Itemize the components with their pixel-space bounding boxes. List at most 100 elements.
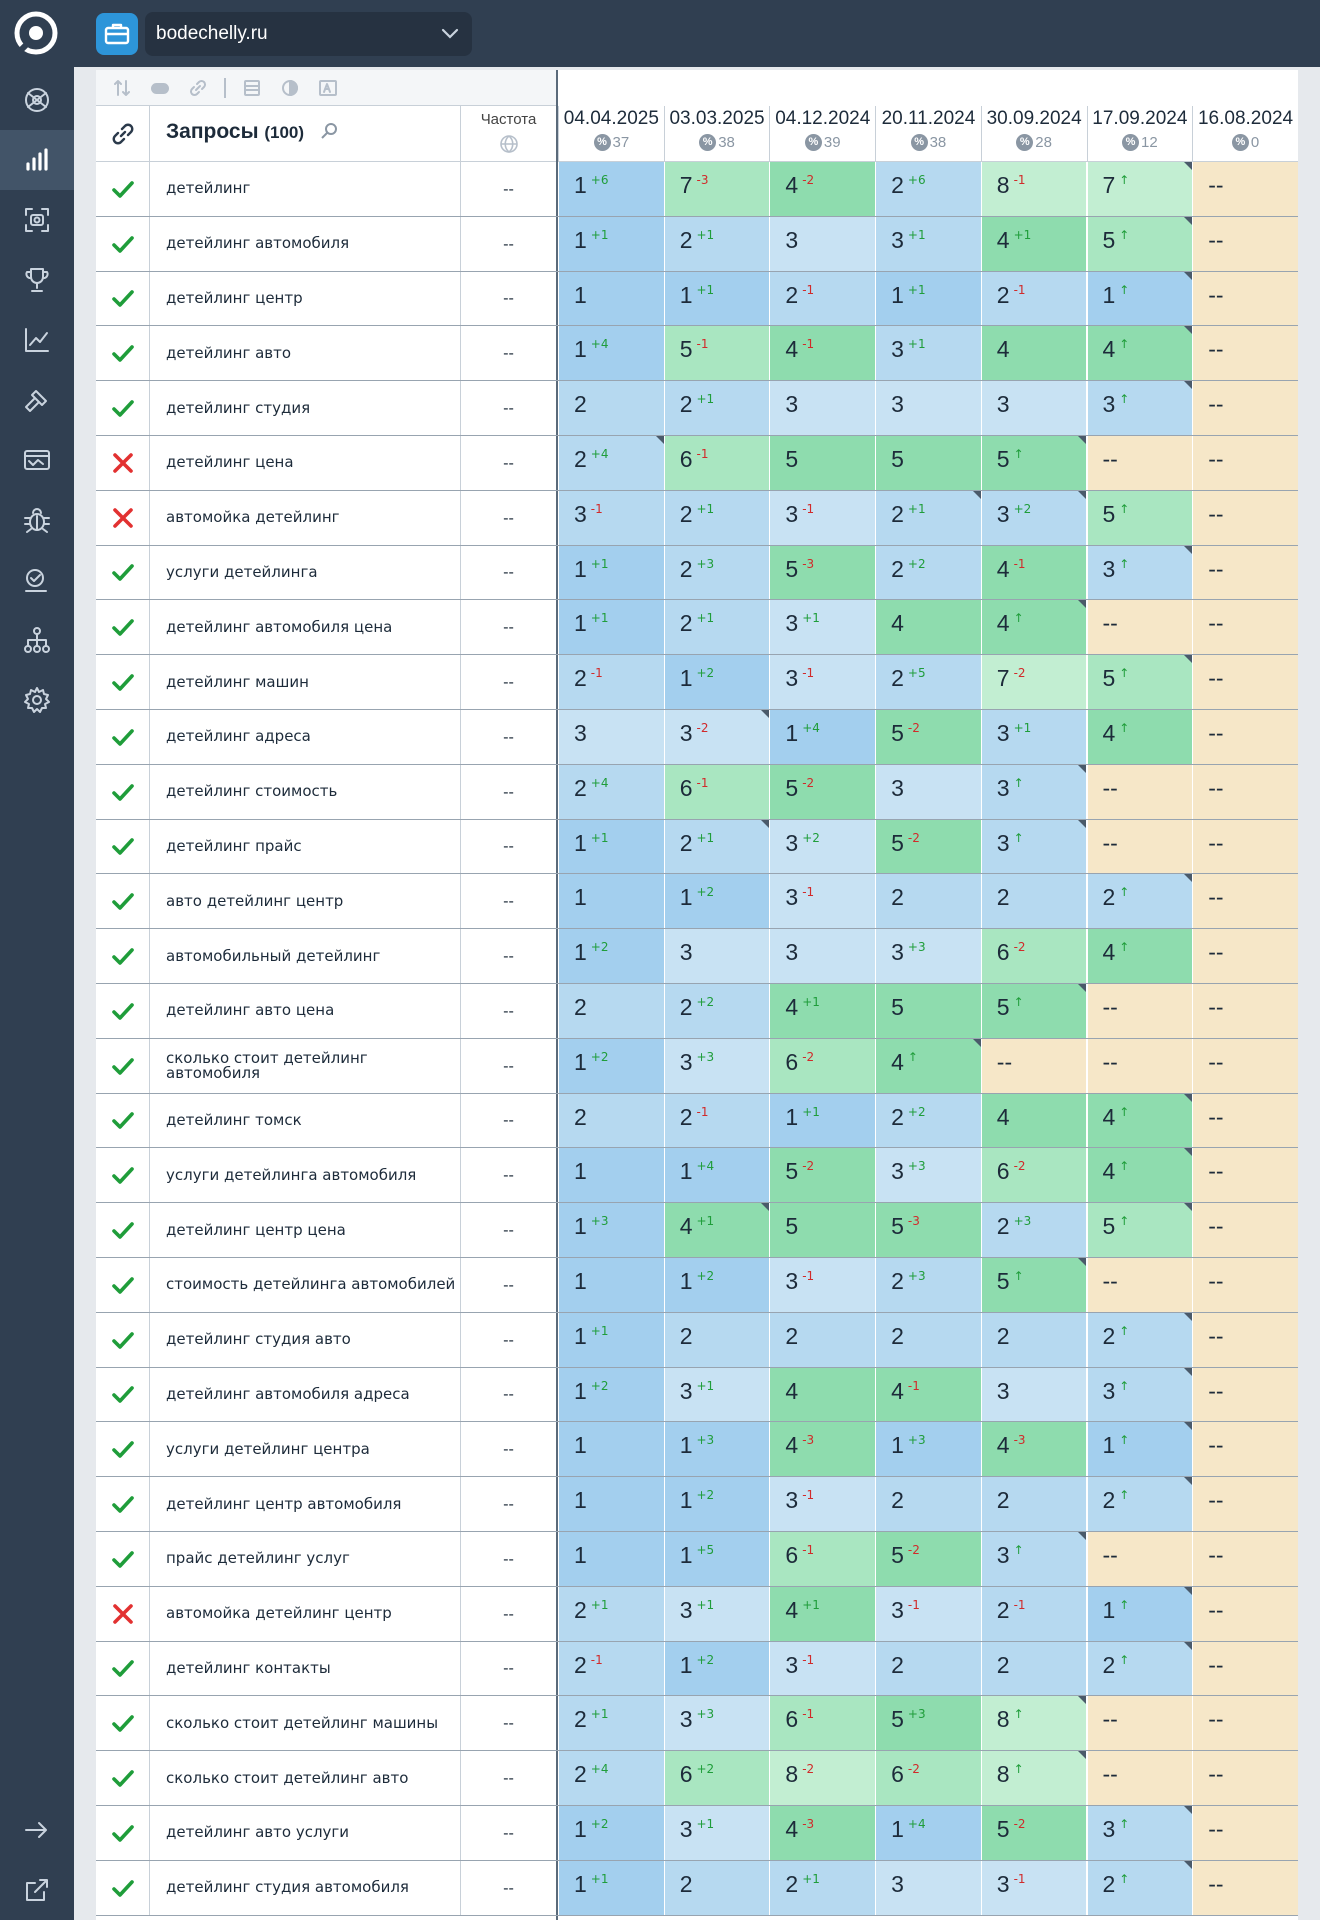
status-cell[interactable] [96, 1258, 150, 1312]
columns-icon[interactable] [240, 76, 264, 100]
status-cell[interactable] [96, 655, 150, 709]
external-link-icon[interactable] [0, 1860, 74, 1920]
position-cell[interactable]: -- [1192, 874, 1298, 929]
table-row[interactable]: прайс детейлинг услуг -- 1 1 +5 6 -1 5 -2 3 ↑ -- -- [96, 1532, 1298, 1587]
position-cell[interactable]: 6 -1 [663, 764, 770, 819]
position-cell[interactable]: 2 ↑ [1086, 1641, 1193, 1696]
position-cell[interactable]: 1 +3 [558, 1203, 664, 1257]
position-cell[interactable]: 5 ↑ [1086, 490, 1193, 545]
position-cell[interactable]: 4 -3 [769, 1806, 876, 1860]
position-cell[interactable]: 3 ↑ [1086, 545, 1193, 600]
keyword-cell[interactable]: детейлинг [166, 179, 251, 198]
table-row[interactable]: детейлинг томск -- 2 2 -1 1 +1 2 +2 4 4 ↑ -- [96, 1093, 1298, 1149]
date-column-header[interactable]: 16.08.2024% 0 [1192, 106, 1298, 162]
position-cell[interactable]: -- [1192, 1148, 1298, 1203]
position-cell[interactable]: 1 [558, 1532, 664, 1586]
project-selector[interactable]: bodechelly.ru [145, 12, 472, 56]
position-cell[interactable]: 1 +2 [663, 1477, 770, 1531]
position-cell[interactable]: 1 [558, 874, 664, 929]
position-cell[interactable]: -- [1192, 490, 1298, 545]
table-row[interactable]: детейлинг авто цена -- 2 2 +2 4 +1 5 5 ↑ -- -- [96, 984, 1298, 1039]
table-row[interactable]: детейлинг авто услуги -- 1 +2 3 +1 4 -3 1 +4 5 -2 3 ↑… [96, 1806, 1298, 1861]
positions-icon[interactable] [0, 130, 74, 190]
position-cell[interactable]: 2 +1 [769, 1860, 876, 1915]
keyword-cell[interactable]: детейлинг центр [166, 288, 303, 307]
position-cell[interactable]: 2 +2 [875, 1093, 981, 1148]
position-cell[interactable]: -- [1192, 1751, 1298, 1805]
position-cell[interactable]: 1 +1 [558, 216, 664, 271]
table-row[interactable]: детейлинг машин -- 2 -1 1 +2 3 -1 2 +5 7 -2 5 ↑ -- [96, 655, 1298, 710]
position-cell[interactable]: 3 -1 [558, 490, 664, 545]
status-cell[interactable] [96, 1477, 150, 1531]
position-cell[interactable]: 2 ↑ [1086, 1312, 1193, 1367]
position-cell[interactable]: 1 +5 [663, 1532, 770, 1586]
position-cell[interactable]: 2 +1 [663, 600, 770, 655]
position-cell[interactable]: 5 -3 [875, 1203, 981, 1257]
position-cell[interactable]: 5 -2 [875, 819, 981, 874]
keyword-cell[interactable]: детейлинг автомобиля цена [166, 617, 393, 636]
position-cell[interactable]: 4 ↑ [1086, 1093, 1193, 1148]
position-cell[interactable]: 3 ↑ [980, 819, 1087, 874]
position-cell[interactable]: -- [1192, 600, 1298, 655]
position-cell[interactable]: 7 ↑ [1086, 162, 1193, 216]
position-cell[interactable]: 1 ↑ [1086, 1422, 1193, 1477]
dashboard-icon[interactable] [0, 70, 74, 130]
keyword-cell[interactable]: детейлинг адреса [166, 727, 311, 746]
position-cell[interactable]: 2 +1 [558, 1586, 664, 1641]
table-row[interactable]: детейлинг контакты -- 2 -1 1 +2 3 -1 2 2 2 ↑ -- [96, 1641, 1298, 1697]
position-cell[interactable]: 2 +6 [875, 162, 981, 216]
position-cell[interactable]: 5 -1 [663, 326, 770, 381]
position-cell[interactable]: 1 +1 [558, 1312, 664, 1367]
position-cell[interactable]: 1 +2 [558, 1806, 664, 1860]
date-column-header[interactable]: 17.09.2024% 12 [1086, 106, 1193, 162]
position-cell[interactable]: -- [1086, 984, 1193, 1038]
position-cell[interactable]: 5 ↑ [1086, 1203, 1193, 1257]
keyword-cell[interactable]: авто детейлинг центр [166, 891, 344, 910]
position-cell[interactable]: 3 +1 [875, 326, 981, 381]
position-cell[interactable]: 2 [558, 984, 664, 1038]
table-row[interactable]: детейлинг центр цена -- 1 +3 4 +1 5 5 -3 2 +3 5 ↑ -- [96, 1203, 1298, 1258]
position-cell[interactable]: 2 -1 [769, 271, 876, 326]
position-cell[interactable]: 1 +3 [663, 1422, 770, 1477]
keyword-cell[interactable]: автомобильный детейлинг [166, 946, 381, 965]
status-cell[interactable] [96, 1806, 150, 1860]
table-row[interactable]: детейлинг автомобиля адреса -- 1 +2 3 +1 4 4 -1 3… [96, 1367, 1298, 1423]
position-cell[interactable]: 3 -1 [769, 1477, 876, 1531]
position-cell[interactable]: -- [1192, 1532, 1298, 1586]
table-row[interactable]: детейлинг студия авто -- 1 +1 2 2 2 2 2 ↑ -- [96, 1312, 1298, 1368]
position-cell[interactable]: 2 +3 [663, 545, 770, 600]
status-cell[interactable] [96, 1641, 150, 1696]
sort-icon[interactable] [110, 76, 134, 100]
position-cell[interactable]: 1 +1 [663, 271, 770, 326]
font-icon[interactable] [316, 76, 340, 100]
reports-icon[interactable] [0, 430, 74, 490]
table-row[interactable]: услуги детейлинг центра -- 1 1 +3 4 -3 1 +3 4 -3 1 ↑… [96, 1422, 1298, 1478]
position-cell[interactable]: 1 +2 [663, 874, 770, 929]
position-cell[interactable]: 2 ↑ [1086, 1860, 1193, 1915]
status-cell[interactable] [96, 1696, 150, 1751]
position-cell[interactable]: 4 ↑ [1086, 1148, 1193, 1203]
status-cell[interactable] [96, 1422, 150, 1477]
keyword-cell[interactable]: детейлинг машин [166, 672, 309, 691]
position-cell[interactable]: -- [1192, 1696, 1298, 1751]
keyword-cell[interactable]: детейлинг авто услуги [166, 1823, 350, 1842]
position-cell[interactable]: 5 ↑ [1086, 216, 1193, 271]
date-column-header[interactable]: 03.03.2025% 38 [663, 106, 770, 162]
position-cell[interactable]: 3 -1 [769, 1258, 876, 1312]
position-cell[interactable]: -- [1192, 1422, 1298, 1477]
table-row[interactable]: сколько стоит детейлинг автомобиля -- 1 +2 3… [96, 1038, 1298, 1094]
table-row[interactable]: детейлинг авто -- 1 +4 5 -1 4 -1 3 +1 4 4 ↑ -- [96, 326, 1298, 382]
position-cell[interactable]: 1 +3 [875, 1422, 981, 1477]
keyword-cell[interactable]: услуги детейлинг центра [166, 1439, 370, 1458]
position-cell[interactable]: 1 +1 [558, 545, 664, 600]
position-cell[interactable]: 5 +3 [875, 1696, 981, 1751]
position-cell[interactable]: 3 +1 [769, 600, 876, 655]
position-cell[interactable]: 6 -1 [769, 1532, 876, 1586]
keyword-cell[interactable]: детейлинг стоимость [166, 782, 338, 801]
keyword-cell[interactable]: сколько стоит детейлинг авто [166, 1768, 409, 1787]
status-cell[interactable] [96, 1093, 150, 1148]
position-cell[interactable]: 4 ↑ [1086, 710, 1193, 764]
position-cell[interactable]: -- [1192, 819, 1298, 874]
tools-icon[interactable] [0, 370, 74, 430]
status-cell[interactable] [96, 381, 150, 435]
